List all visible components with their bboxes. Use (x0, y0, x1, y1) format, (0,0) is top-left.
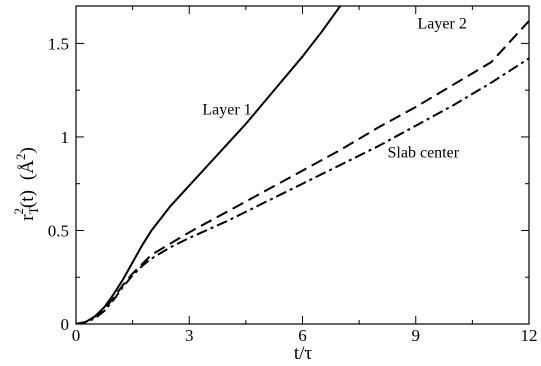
plot-frame-group (75, 5, 530, 325)
plot-frame (75, 5, 530, 325)
x-tick-label: 9 (412, 326, 421, 345)
annotation-slab-center: Slab center (388, 145, 460, 162)
y-axis-title-superscript: 2 (11, 208, 26, 215)
y-axis-title-unit-superscript: 2 (13, 154, 28, 161)
ticks-group: 0 3 6 9 12 0 0.5 1 1.5 (48, 6, 538, 345)
annotation-layer-1: Layer 1 (202, 101, 251, 118)
y-tick-label: 1 (61, 128, 70, 147)
annotations-group: Layer 1 Layer 2 Slab center (202, 15, 466, 161)
y-axis-title-subscript: T (26, 206, 41, 214)
series-line-slab-center (76, 57, 529, 324)
x-tick-label: 6 (298, 326, 307, 345)
annotation-layer-2: Layer 2 (418, 15, 467, 32)
series-line-layer-2 (76, 20, 529, 324)
x-axis-title: t/τ (294, 343, 313, 364)
series-line-layer-1 (76, 6, 342, 324)
y-axis-title-unit: Å (17, 160, 38, 174)
y-axis-title-unit-suffix: ) (17, 147, 38, 153)
x-tick-label: 3 (185, 326, 194, 345)
x-tick-label: 0 (72, 326, 81, 345)
y-axis-title: rT2(t)(Å2) (11, 147, 41, 221)
x-tick-label: 12 (521, 326, 538, 345)
y-tick-label: 0.5 (48, 221, 69, 240)
y-tick-label: 0 (61, 315, 70, 334)
y-axis-title-unit-prefix: ( (17, 174, 38, 180)
y-tick-label: 1.5 (48, 34, 69, 53)
y-axis-title-main: r (17, 214, 38, 221)
series-group (76, 6, 529, 324)
y-axis-title-arg: (t) (17, 190, 38, 208)
